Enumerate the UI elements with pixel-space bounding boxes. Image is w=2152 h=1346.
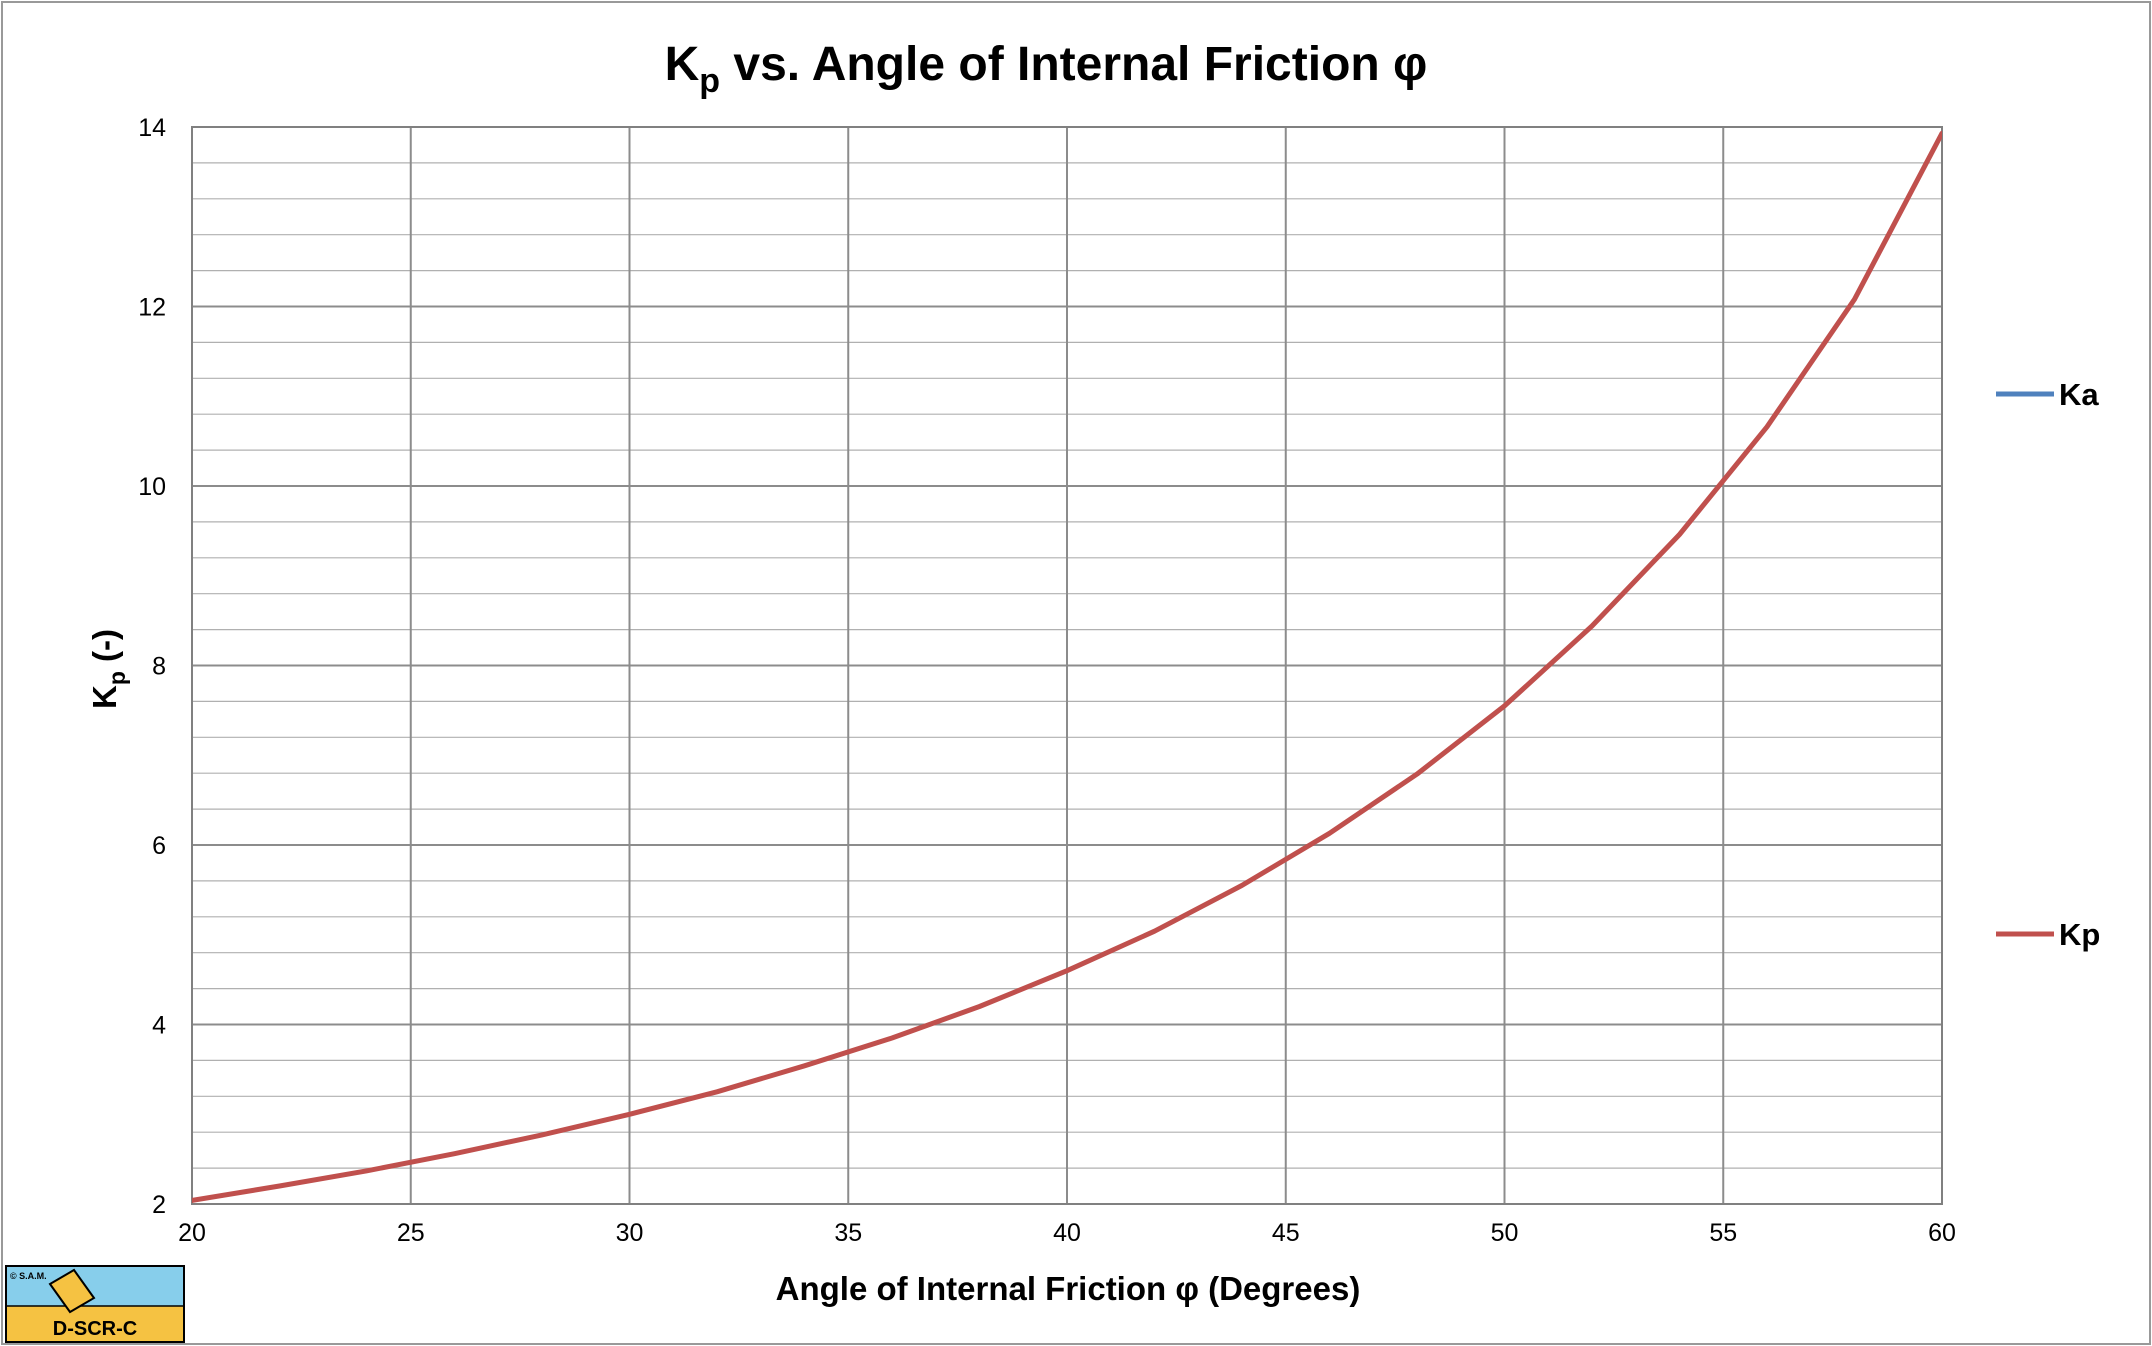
series-layer bbox=[192, 130, 1942, 1203]
x-tick-label: 60 bbox=[1928, 1219, 1956, 1247]
x-tick-label: 20 bbox=[178, 1219, 206, 1247]
y-tick-labels: 2 4 6 8 10 12 14 bbox=[138, 114, 166, 1219]
legend: Ka Kp bbox=[1996, 377, 2100, 952]
y-tick-label: 6 bbox=[152, 832, 166, 860]
x-tick-label: 25 bbox=[397, 1219, 425, 1247]
y-tick-label: 2 bbox=[152, 1191, 166, 1219]
logo-top-band bbox=[6, 1266, 184, 1306]
y-axis-title: Kp (-) bbox=[86, 629, 130, 709]
x-tick-label: 50 bbox=[1491, 1219, 1519, 1247]
x-tick-label: 35 bbox=[834, 1219, 862, 1247]
x-tick-labels: 20 25 30 35 40 45 50 55 60 bbox=[178, 1219, 1956, 1247]
y-tick-label: 4 bbox=[152, 1012, 166, 1040]
x-axis-title: Angle of Internal Friction φ (Degrees) bbox=[776, 1270, 1361, 1307]
logo-copyright: © S.A.M. bbox=[10, 1271, 47, 1281]
x-tick-label: 45 bbox=[1272, 1219, 1300, 1247]
legend-label-kp: Kp bbox=[2059, 917, 2100, 952]
y-tick-label: 8 bbox=[152, 653, 166, 681]
y-tick-label: 12 bbox=[138, 294, 166, 322]
logo-badge: © S.A.M. D-SCR-C bbox=[5, 1265, 185, 1343]
series-line-kp bbox=[192, 130, 1942, 1203]
logo-block-icon bbox=[48, 1268, 96, 1314]
chart-title: Kp vs. Angle of Internal Friction φ bbox=[665, 38, 1428, 100]
logo-border bbox=[5, 1265, 185, 1343]
x-tick-label: 40 bbox=[1053, 1219, 1081, 1247]
y-tick-label: 14 bbox=[138, 114, 166, 142]
logo-bottom-band bbox=[6, 1306, 184, 1342]
legend-label-ka: Ka bbox=[2059, 377, 2099, 412]
x-tick-label: 30 bbox=[616, 1219, 644, 1247]
logo-label: D-SCR-C bbox=[53, 1318, 137, 1340]
plot-area-border bbox=[191, 126, 1943, 1205]
x-tick-label: 55 bbox=[1709, 1219, 1737, 1247]
y-tick-label: 10 bbox=[138, 473, 166, 501]
